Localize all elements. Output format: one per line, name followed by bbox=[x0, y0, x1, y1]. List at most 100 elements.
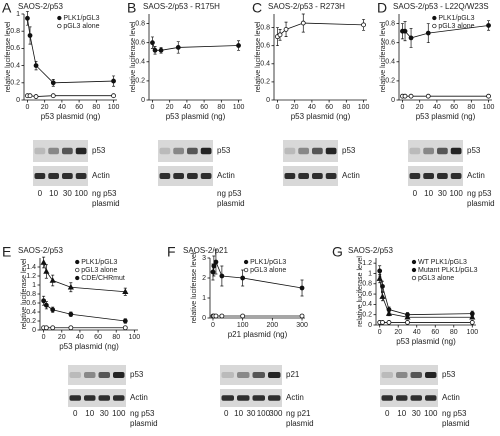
y-tick-label: 0.6 bbox=[10, 45, 20, 52]
marker bbox=[402, 93, 408, 99]
blot-band bbox=[84, 372, 96, 378]
lane-unit: plasmid bbox=[467, 199, 495, 208]
blot-band bbox=[221, 372, 234, 378]
y-tick-label: 0.4 bbox=[260, 61, 270, 68]
lane-unit: ng p53 bbox=[130, 409, 155, 418]
y-axis-label: relative luciferase level bbox=[357, 256, 364, 327]
blot-band bbox=[187, 147, 198, 155]
x-tick-label: 100 bbox=[233, 104, 245, 111]
marker bbox=[377, 268, 383, 274]
y-tick-label: 0.4 bbox=[26, 309, 36, 316]
marker bbox=[158, 47, 164, 53]
y-tick-label: 2 bbox=[202, 275, 206, 282]
fit-line bbox=[43, 300, 126, 322]
marker bbox=[219, 273, 225, 279]
marker bbox=[43, 325, 49, 331]
blot-band bbox=[425, 395, 437, 401]
x-tick-label: 60 bbox=[431, 329, 439, 336]
blot-band bbox=[48, 147, 59, 155]
marker bbox=[404, 313, 411, 320]
blot-band bbox=[268, 372, 281, 378]
x-tick-label: 80 bbox=[92, 104, 100, 111]
band-label: p53 bbox=[130, 370, 144, 379]
band-label: Actin bbox=[442, 393, 460, 402]
blot-band bbox=[298, 173, 309, 179]
lane-label: 100 bbox=[112, 409, 126, 418]
y-tick-label: 0.4 bbox=[10, 62, 20, 69]
band-label: Actin bbox=[217, 171, 235, 180]
marker bbox=[283, 26, 289, 32]
lane-label: 0 bbox=[73, 409, 78, 418]
legend-marker bbox=[432, 15, 437, 21]
marker bbox=[68, 325, 74, 331]
lane-unit: ng p53 bbox=[92, 189, 117, 198]
y-tick-label: 0.8 bbox=[385, 20, 395, 27]
lane-unit: ng p21 bbox=[286, 409, 311, 418]
x-tick-label: 40 bbox=[433, 104, 441, 111]
blot-band bbox=[396, 395, 408, 401]
blot-strip bbox=[158, 140, 213, 162]
lane-label: 30 bbox=[247, 409, 256, 418]
marker bbox=[68, 311, 74, 317]
x-tick-label: 0 bbox=[150, 104, 154, 111]
marker bbox=[122, 288, 129, 294]
blot-band bbox=[410, 395, 422, 401]
y-tick-label: 0.4 bbox=[385, 59, 395, 66]
marker bbox=[236, 43, 241, 48]
marker bbox=[25, 15, 30, 21]
lane-label: 30 bbox=[438, 189, 447, 198]
x-tick-label: 300 bbox=[296, 322, 308, 329]
blot-strip bbox=[220, 365, 282, 385]
x-tick-label: 60 bbox=[325, 104, 333, 111]
marker bbox=[40, 259, 47, 265]
marker bbox=[43, 302, 49, 308]
lane-label: 100 bbox=[449, 189, 463, 198]
fit-line bbox=[277, 22, 364, 37]
y-axis-label: relative luciferase level bbox=[380, 21, 387, 92]
x-tick-label: 40 bbox=[58, 104, 66, 111]
y-tick-label: 0 bbox=[266, 97, 270, 104]
x-tick-label: 0 bbox=[378, 329, 382, 336]
panel-letter: B bbox=[127, 0, 136, 16]
blot-band bbox=[48, 173, 59, 179]
blot-strip bbox=[408, 166, 463, 186]
y-tick-label: 0 bbox=[202, 315, 206, 322]
chart-title: SAOS-2/p53 - R273H bbox=[268, 2, 345, 11]
lane-label: 0 bbox=[413, 189, 418, 198]
blot-strip bbox=[220, 389, 282, 407]
lane-unit: ng p53 bbox=[442, 409, 467, 418]
marker bbox=[385, 310, 393, 316]
lane-label: 10 bbox=[49, 189, 58, 198]
marker bbox=[408, 93, 414, 99]
x-tick-label: 100 bbox=[129, 334, 141, 341]
band-label: p53 bbox=[342, 146, 356, 155]
y-tick-label: 0.8 bbox=[260, 24, 270, 31]
lane-label: 10 bbox=[397, 409, 406, 418]
lane-label: 0 bbox=[38, 189, 43, 198]
blot-band bbox=[237, 395, 250, 401]
x-tick-label: 40 bbox=[183, 104, 191, 111]
blot-band bbox=[298, 147, 309, 155]
marker bbox=[213, 313, 219, 319]
blot-band bbox=[284, 173, 296, 179]
band-label: Actin bbox=[342, 171, 360, 180]
marker bbox=[27, 93, 33, 99]
x-tick-label: 80 bbox=[217, 104, 225, 111]
marker bbox=[50, 93, 56, 99]
x-tick-label: 200 bbox=[267, 322, 279, 329]
blot-band bbox=[409, 173, 421, 179]
x-tick-label: 20 bbox=[58, 334, 66, 341]
blot-band bbox=[75, 147, 87, 155]
blot-band bbox=[159, 173, 171, 179]
marker bbox=[43, 268, 50, 274]
marker bbox=[402, 28, 408, 34]
legend-label: WT PLK1/pGL3 bbox=[418, 259, 467, 266]
y-tick-label: 0 bbox=[141, 97, 145, 104]
blot-band bbox=[187, 173, 198, 179]
marker bbox=[361, 22, 366, 28]
legend-label: pGL3 alone bbox=[438, 23, 474, 30]
blot-band bbox=[237, 372, 250, 378]
x-axis-label: p53 plasmid (ng) bbox=[416, 112, 476, 121]
y-tick-label: 0 bbox=[32, 327, 36, 334]
